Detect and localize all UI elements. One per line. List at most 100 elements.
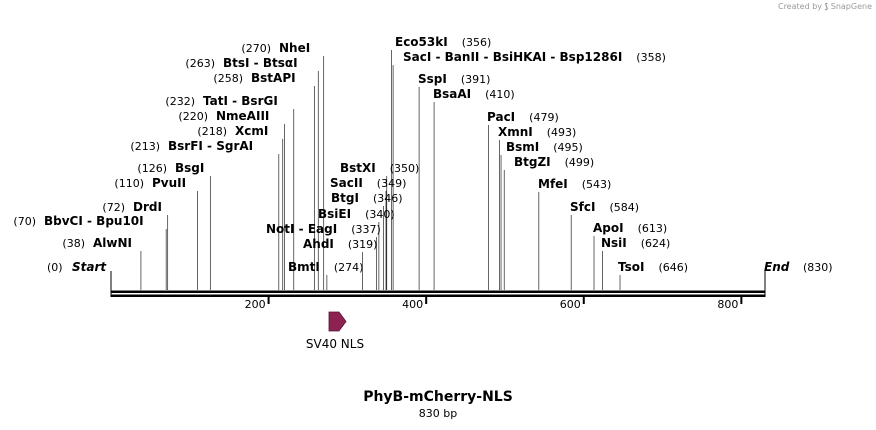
- site-name[interactable]: MfeI: [538, 177, 568, 191]
- restriction-site[interactable]: XmnI (493): [498, 125, 576, 139]
- end-label: End: [764, 260, 790, 274]
- site-name[interactable]: BsgI: [175, 161, 204, 175]
- restriction-site[interactable]: NsiI (624): [601, 236, 670, 250]
- site-position: (356): [462, 36, 492, 49]
- site-position: (232): [165, 95, 195, 108]
- site-name[interactable]: PvuII: [152, 176, 186, 190]
- site-position: (646): [658, 261, 688, 274]
- site-position: (213): [130, 140, 160, 153]
- site-name[interactable]: AhdI: [303, 237, 334, 251]
- site-position: (543): [582, 178, 612, 191]
- site-lines: [140, 50, 621, 290]
- site-name[interactable]: BtgI: [331, 191, 359, 205]
- site-name[interactable]: NheI: [279, 41, 310, 55]
- restriction-site[interactable]: NmeAIII (220): [178, 109, 269, 123]
- site-position: (349): [377, 177, 407, 190]
- site-name[interactable]: SacII: [330, 176, 363, 190]
- restriction-site[interactable]: BmtI (274): [288, 260, 363, 274]
- start-position: (0): [47, 261, 63, 274]
- restriction-site[interactable]: BstXI (350): [340, 161, 419, 175]
- site-name[interactable]: XcmI: [235, 124, 268, 138]
- restriction-site[interactable]: SacII (349): [330, 176, 406, 190]
- restriction-site[interactable]: NotI - EagI (337): [266, 222, 381, 236]
- site-name[interactable]: NotI - EagI: [266, 222, 337, 236]
- restriction-site[interactable]: SfcI (584): [570, 200, 639, 214]
- restriction-site[interactable]: BsgI (126): [137, 161, 204, 175]
- restriction-site[interactable]: BtgI (346): [331, 191, 403, 205]
- site-position: (493): [547, 126, 577, 139]
- restriction-site[interactable]: BtsI - BtsαI (263): [185, 56, 297, 70]
- site-name[interactable]: SacI - BanII - BsiHKAI - Bsp1286I: [403, 50, 622, 64]
- start-marker: (0) Start: [47, 260, 112, 297]
- site-name[interactable]: TsoI: [618, 260, 644, 274]
- restriction-site[interactable]: PacI (479): [487, 110, 559, 124]
- restriction-site[interactable]: SspI (391): [418, 72, 490, 86]
- restriction-site[interactable]: NheI (270): [241, 41, 310, 55]
- restriction-site[interactable]: Eco53kI (356): [395, 35, 491, 49]
- site-name[interactable]: BtsI - BtsαI: [223, 56, 298, 70]
- watermark-prefix: Created by: [777, 2, 822, 11]
- restriction-site[interactable]: BsmI (495): [506, 140, 583, 154]
- site-name[interactable]: PacI: [487, 110, 515, 124]
- restriction-site[interactable]: AlwNI (38): [62, 236, 132, 250]
- restriction-site[interactable]: DrdI (72): [102, 200, 162, 214]
- end-position: (830): [803, 261, 833, 274]
- feature-label: SV40 NLS: [306, 337, 364, 351]
- feature-sv40-nls[interactable]: SV40 NLS: [306, 311, 364, 351]
- site-name[interactable]: BsrFI - SgrAI: [168, 139, 253, 153]
- restriction-site[interactable]: BstAPI (258): [213, 71, 295, 85]
- restriction-site[interactable]: XcmI (218): [197, 124, 268, 138]
- site-name[interactable]: ApoI: [593, 221, 624, 235]
- site-name[interactable]: NsiI: [601, 236, 627, 250]
- restriction-site[interactable]: BsaAI (410): [433, 87, 515, 101]
- site-position: (220): [178, 110, 208, 123]
- site-position: (263): [185, 57, 215, 70]
- site-name[interactable]: TatI - BsrGI: [203, 94, 278, 108]
- restriction-site[interactable]: BtgZI (499): [514, 155, 594, 169]
- site-name[interactable]: SfcI: [570, 200, 595, 214]
- axis-tick-label: 400: [402, 298, 423, 311]
- site-name[interactable]: BstXI: [340, 161, 376, 175]
- site-name[interactable]: Eco53kI: [395, 35, 448, 49]
- site-position: (499): [565, 156, 595, 169]
- site-position: (319): [348, 238, 378, 251]
- site-position: (38): [62, 237, 85, 250]
- site-name[interactable]: XmnI: [498, 125, 533, 139]
- site-position: (218): [197, 125, 227, 138]
- site-position: (340): [365, 208, 395, 221]
- restriction-site[interactable]: AhdI (319): [303, 237, 377, 251]
- restriction-site[interactable]: BsrFI - SgrAI (213): [130, 139, 253, 153]
- restriction-site[interactable]: PvuII (110): [114, 176, 186, 190]
- axis-ticks: 200 400 600 800: [245, 297, 743, 311]
- site-name[interactable]: BbvCI - Bpu10I: [44, 214, 144, 228]
- site-name[interactable]: BmtI: [288, 260, 320, 274]
- feature-arrow-icon[interactable]: [328, 311, 347, 332]
- site-name[interactable]: AlwNI: [93, 236, 132, 250]
- restriction-site[interactable]: BsiEI (340): [318, 207, 395, 221]
- site-name[interactable]: BstAPI: [251, 71, 296, 85]
- site-position: (624): [641, 237, 671, 250]
- restriction-site[interactable]: TatI - BsrGI (232): [165, 94, 277, 108]
- site-name[interactable]: SspI: [418, 72, 447, 86]
- restriction-site[interactable]: MfeI (543): [538, 177, 611, 191]
- backbone-bottom-strand: [111, 294, 765, 297]
- site-name[interactable]: BsaAI: [433, 87, 471, 101]
- restriction-site[interactable]: BbvCI - Bpu10I (70): [13, 214, 143, 228]
- restriction-site[interactable]: SacI - BanII - BsiHKAI - Bsp1286I (358): [403, 50, 666, 64]
- site-name[interactable]: BsmI: [506, 140, 539, 154]
- site-name[interactable]: BsiEI: [318, 207, 351, 221]
- dna-backbone: [111, 290, 765, 297]
- site-position: (391): [461, 73, 491, 86]
- site-name[interactable]: BtgZI: [514, 155, 551, 169]
- end-marker: End (830): [764, 260, 833, 297]
- site-position: (270): [241, 42, 271, 55]
- site-name[interactable]: NmeAIII: [216, 109, 269, 123]
- restriction-site[interactable]: TsoI (646): [618, 260, 688, 274]
- sequence-title: PhyB-mCherry-NLS: [363, 389, 513, 405]
- site-name[interactable]: DrdI: [133, 200, 162, 214]
- site-position: (258): [213, 72, 243, 85]
- restriction-site[interactable]: ApoI (613): [593, 221, 667, 235]
- site-position: (479): [529, 111, 559, 124]
- site-position: (495): [553, 141, 583, 154]
